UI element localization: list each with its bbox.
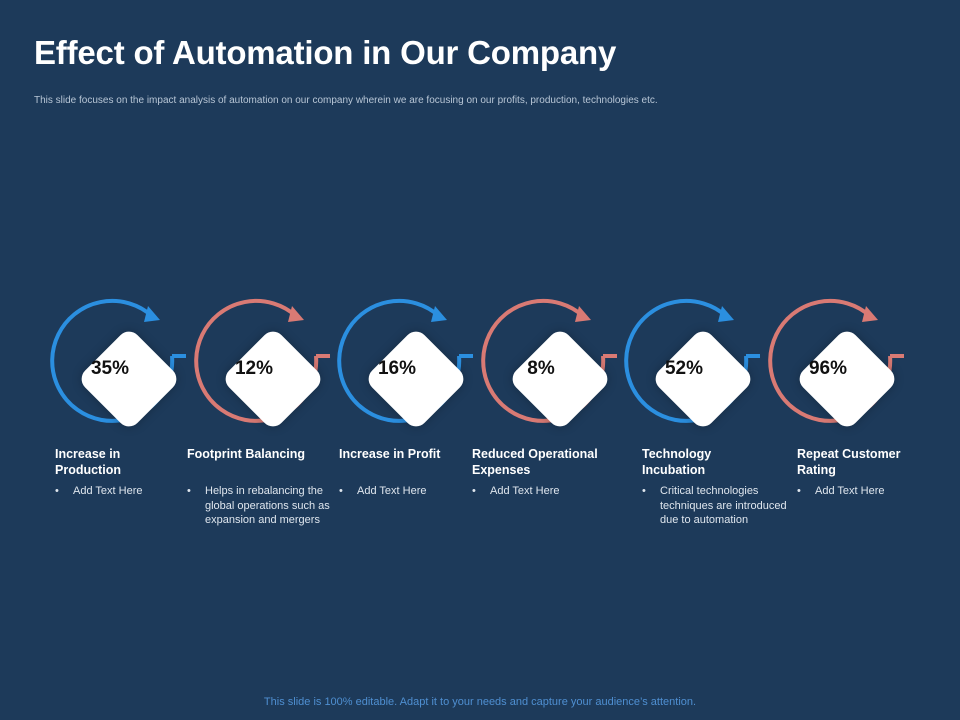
bullet-dot-icon: • (55, 485, 59, 497)
bullet-dot-icon: • (642, 485, 646, 497)
bullet-dot-icon: • (339, 485, 343, 497)
step-bullet: • Add Text Here (339, 484, 472, 499)
step-bullet: • Add Text Here (797, 484, 935, 499)
step-5: 52% (620, 296, 770, 446)
bullet-dot-icon: • (472, 485, 476, 497)
bullet-text: Add Text Here (73, 485, 143, 497)
step-1: 35% (46, 296, 196, 446)
bullet-text: Add Text Here (490, 485, 560, 497)
step-label: Footprint Balancing (187, 447, 306, 461)
percent-value: 16% (377, 358, 417, 379)
step-2: 12% (190, 296, 340, 446)
step-label: Reduced Operational Expenses (472, 447, 598, 477)
bullet-dot-icon: • (797, 485, 801, 497)
step-label: Increase in Production (55, 447, 121, 477)
percent-value: 35% (90, 358, 130, 379)
bullet-text: Add Text Here (815, 485, 885, 497)
step-3: 16% (333, 296, 483, 446)
bullet-text: Helps in rebalancing the global operatio… (205, 485, 330, 526)
slide-title: Effect of Automation in Our Company (34, 34, 617, 71)
percent-value: 52% (664, 358, 704, 379)
percent-value: 8% (527, 358, 555, 379)
slide-footer: This slide is 100% editable. Adapt it to… (263, 696, 697, 708)
bullet-dot-icon: • (187, 485, 191, 497)
step-6: 96% (764, 296, 914, 446)
step-bullet: • Helps in rebalancing the global operat… (187, 484, 330, 528)
step-label: Increase in Profit (339, 447, 441, 461)
step-label: Technology Incubation (642, 447, 712, 477)
bullet-text: Critical technologies techniques are int… (660, 485, 787, 526)
step-bullet: • Add Text Here (55, 484, 188, 499)
step-bullet: • Critical technologies techniques are i… (642, 484, 790, 528)
step-bullet: • Add Text Here (472, 484, 630, 499)
percent-value: 96% (808, 358, 848, 379)
bullet-text: Add Text Here (357, 485, 427, 497)
percent-value: 12% (234, 358, 274, 379)
step-4: 8% (477, 296, 627, 446)
slide-subtitle: This slide focuses on the impact analysi… (34, 95, 658, 106)
step-label: Repeat Customer Rating (797, 447, 901, 477)
